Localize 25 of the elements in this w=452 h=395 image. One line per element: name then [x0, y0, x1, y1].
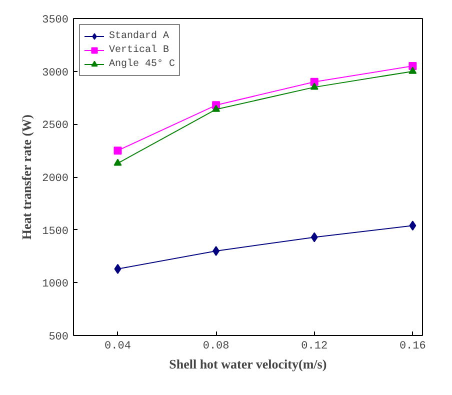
y-tick-label: 2500 — [42, 120, 68, 132]
x-tick-label: 0.04 — [104, 340, 132, 352]
point — [114, 158, 122, 166]
legend-label: Angle 45° C — [109, 58, 176, 71]
y-axis-title: Heat transfer rate (W) — [19, 114, 34, 240]
y-tick-label: 1000 — [42, 278, 68, 291]
point — [114, 264, 122, 274]
legend-label: Standard A — [109, 30, 170, 43]
x-axis-title: Shell hot water velocity(m/s) — [169, 356, 327, 372]
point — [212, 104, 220, 112]
x-tick-label: 0.08 — [202, 340, 230, 352]
y-tick-label: 3500 — [42, 14, 68, 26]
point — [114, 146, 122, 155]
point — [310, 82, 318, 90]
point — [409, 220, 416, 231]
y-tick-label: 1500 — [42, 226, 68, 238]
point — [212, 246, 220, 256]
y-tick-label: 3000 — [42, 67, 68, 80]
x-tick-label: 0.12 — [301, 340, 328, 352]
y-tick-label: 2000 — [42, 173, 68, 185]
y-tick-label: 500 — [48, 332, 69, 344]
point — [310, 232, 318, 242]
point — [408, 66, 417, 74]
x-tick-label: 0.16 — [399, 340, 426, 352]
legend-label: Vertical B — [109, 44, 170, 57]
